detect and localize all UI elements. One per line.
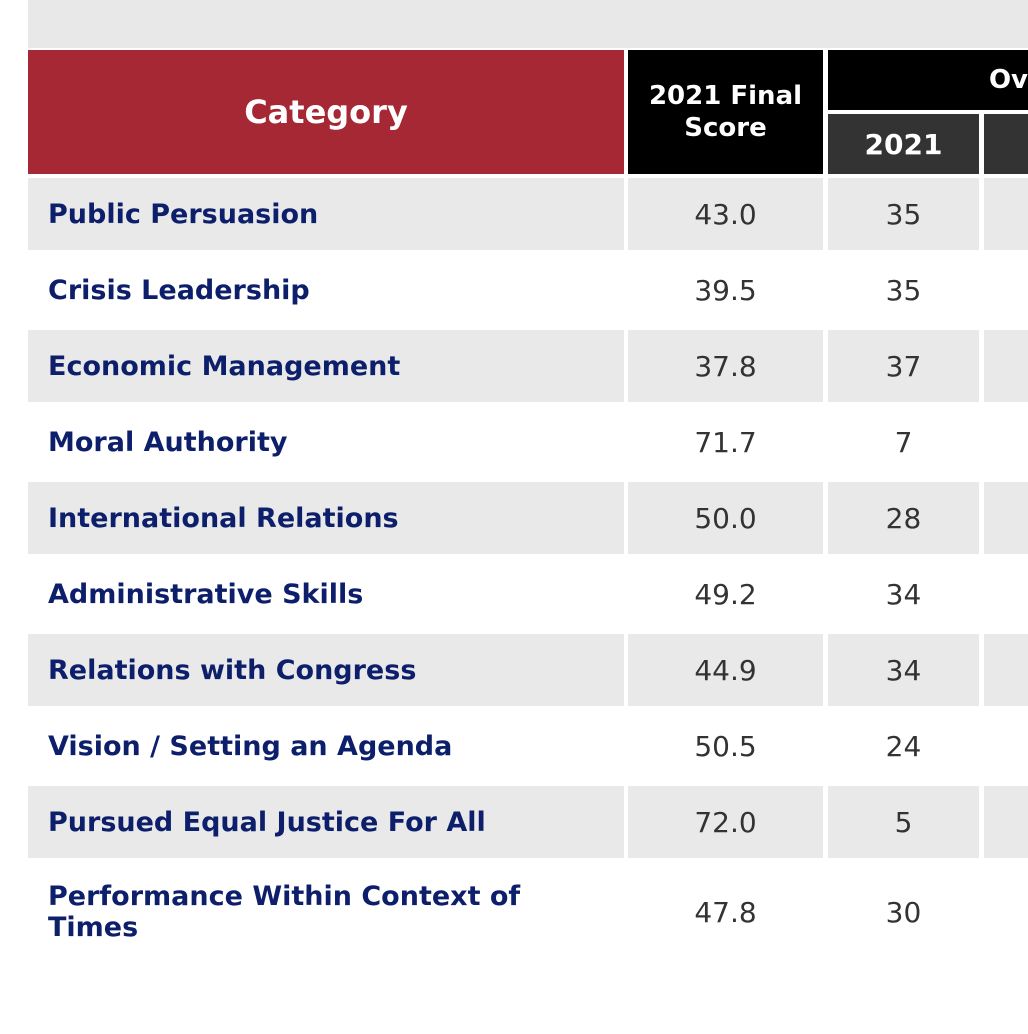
rank-cell: 35 — [828, 254, 979, 326]
overall-header: Ov — [828, 50, 1028, 110]
next-cell — [984, 634, 1028, 706]
rank-cell: 24 — [828, 710, 979, 782]
score-cell: 39.5 — [628, 254, 823, 326]
next-cell — [984, 862, 1028, 962]
next-cell — [984, 178, 1028, 250]
top-band — [28, 0, 1028, 48]
score-cell: 49.2 — [628, 558, 823, 630]
next-cell — [984, 330, 1028, 402]
category-cell: Moral Authority — [28, 406, 624, 478]
category-cell: Public Persuasion — [28, 178, 624, 250]
rank-cell: 5 — [828, 786, 979, 858]
category-cell: Vision / Setting an Agenda — [28, 710, 624, 782]
next-cell — [984, 254, 1028, 326]
score-cell: 71.7 — [628, 406, 823, 478]
rank-cell: 34 — [828, 558, 979, 630]
next-cell — [984, 786, 1028, 858]
category-cell: Crisis Leadership — [28, 254, 624, 326]
rank-cell: 34 — [828, 634, 979, 706]
next-cell — [984, 482, 1028, 554]
next-cell — [984, 406, 1028, 478]
rank-cell: 30 — [828, 862, 979, 962]
year-header: 2021 — [828, 114, 979, 174]
score-cell: 72.0 — [628, 786, 823, 858]
category-cell: International Relations — [28, 482, 624, 554]
score-cell: 50.5 — [628, 710, 823, 782]
score-cell: 43.0 — [628, 178, 823, 250]
next-cell — [984, 710, 1028, 782]
category-cell: Relations with Congress — [28, 634, 624, 706]
category-cell: Performance Within Context of Times — [28, 862, 624, 962]
score-cell: 44.9 — [628, 634, 823, 706]
score-cell: 50.0 — [628, 482, 823, 554]
category-cell: Economic Management — [28, 330, 624, 402]
next-year-header — [984, 114, 1028, 174]
rank-cell: 7 — [828, 406, 979, 478]
final-score-header: 2021 Final Score — [628, 50, 823, 174]
category-header: Category — [28, 50, 624, 174]
rank-cell: 35 — [828, 178, 979, 250]
rank-cell: 28 — [828, 482, 979, 554]
category-cell: Administrative Skills — [28, 558, 624, 630]
category-cell: Pursued Equal Justice For All — [28, 786, 624, 858]
rank-cell: 37 — [828, 330, 979, 402]
score-cell: 47.8 — [628, 862, 823, 962]
next-cell — [984, 558, 1028, 630]
score-cell: 37.8 — [628, 330, 823, 402]
